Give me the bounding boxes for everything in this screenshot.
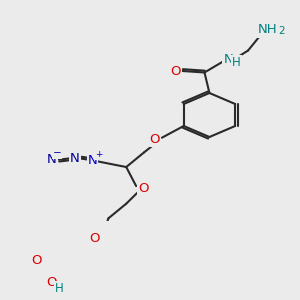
Text: N: N (88, 154, 98, 167)
Text: +: + (95, 150, 102, 159)
Text: O: O (170, 64, 181, 77)
Text: O: O (89, 232, 100, 245)
Text: N: N (224, 53, 233, 66)
Text: O: O (31, 254, 41, 267)
Text: −: − (52, 148, 61, 158)
Text: N: N (47, 153, 57, 166)
Text: N: N (70, 152, 80, 165)
Text: O: O (47, 276, 57, 289)
Text: O: O (138, 182, 148, 195)
Text: O: O (150, 133, 160, 146)
Text: H: H (55, 282, 63, 295)
Text: NH: NH (258, 23, 278, 37)
Text: 2: 2 (278, 26, 285, 36)
Text: H: H (232, 56, 241, 69)
